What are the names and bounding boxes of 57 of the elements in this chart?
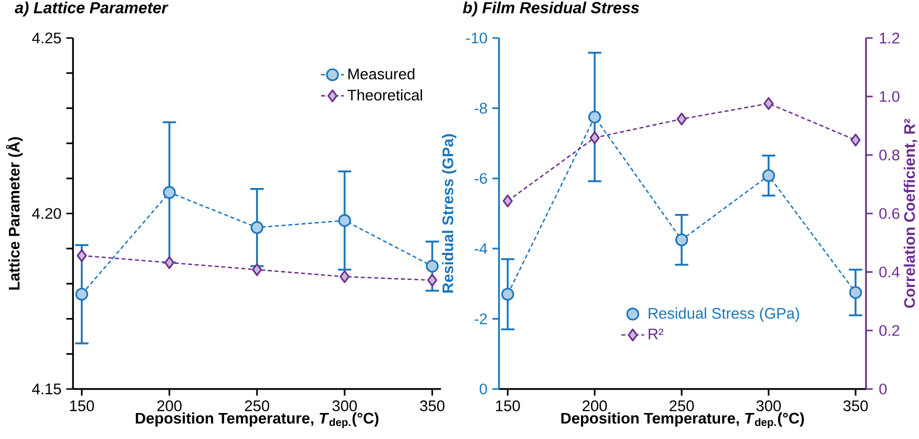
- x-axis-title: Deposition Temperature, T$_{dep.}$(°C): [561, 412, 804, 428]
- y-axis-title: Residual Stress (GPa): [442, 134, 456, 293]
- legend-label: Theoretical: [348, 89, 422, 101]
- point: [764, 97, 774, 110]
- x-tick-label: 150: [70, 400, 94, 412]
- point: [250, 221, 264, 234]
- y2-tick-label: 0.6: [879, 208, 900, 219]
- point: [340, 270, 350, 284]
- legend-label: Measured: [348, 68, 414, 80]
- x-tick-label: 300: [332, 400, 357, 412]
- point: [75, 288, 88, 301]
- point: [676, 112, 687, 126]
- chart-title: b) Film Residual Stress: [462, 2, 639, 17]
- point: [502, 194, 513, 208]
- y2-axis-title: Correlation Coefficient, R²: [904, 118, 918, 308]
- y-tick-label: -8: [474, 102, 487, 114]
- y-tick-label: -4: [474, 243, 488, 254]
- legend-label: Residual Stress (GPa): [648, 308, 800, 322]
- legend-label: R²: [648, 328, 664, 340]
- point: [426, 260, 439, 273]
- chart-title: a) Lattice Parameter: [14, 2, 168, 17]
- point: [338, 214, 352, 227]
- y-tick-label: -2: [474, 313, 487, 324]
- x-tick-label: 350: [420, 400, 444, 412]
- x-tick-label: 250: [670, 400, 694, 412]
- x-tick-label: 350: [843, 400, 868, 412]
- y2-tick-label: 1.0: [880, 91, 900, 102]
- x-tick-label: 150: [496, 400, 520, 412]
- y2-tick-label: 0.8: [879, 150, 900, 160]
- point: [675, 233, 688, 246]
- y-tick-label: -10: [466, 32, 488, 44]
- point: [164, 256, 174, 270]
- point: [501, 288, 514, 301]
- y-tick-label: 4.25: [32, 32, 61, 44]
- x-tick-label: 200: [582, 400, 607, 412]
- point: [762, 169, 776, 182]
- point: [590, 131, 600, 144]
- x-tick-label: 200: [157, 400, 182, 412]
- x-axis-title: Deposition Temperature, T$_{dep.}$(°C): [136, 412, 378, 428]
- point: [850, 134, 861, 146]
- point: [427, 274, 438, 287]
- y2-tick-label: 0: [879, 384, 887, 394]
- y-tick-label: 4.15: [32, 384, 61, 394]
- x-tick-label: 250: [244, 400, 270, 412]
- point: [76, 249, 87, 262]
- y-axis-title: Lattice Parameter (Å): [6, 137, 23, 290]
- y2-tick-label: 0.2: [879, 325, 900, 336]
- y-tick-label: 0: [480, 384, 488, 394]
- y-tick-label: 4.20: [32, 208, 62, 219]
- y2-tick-label: 0.4: [879, 266, 900, 278]
- point: [162, 186, 176, 199]
- point: [588, 110, 602, 124]
- y2-tick-label: 1.2: [880, 32, 900, 44]
- point: [252, 263, 262, 276]
- x-tick-label: 300: [756, 400, 781, 412]
- point: [849, 286, 862, 299]
- y-tick-label: -6: [474, 172, 487, 184]
